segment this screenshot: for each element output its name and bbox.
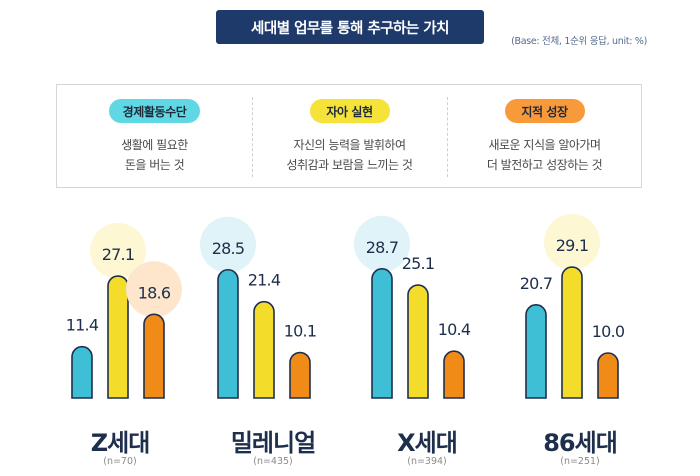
category-label-x: X세대 (397, 429, 458, 457)
legend-desc-self-line2: 성취감과 보람을 느끼는 것 (286, 158, 413, 172)
bar-growth (289, 351, 311, 399)
legend-desc-economic-line2: 돈을 버는 것 (124, 158, 185, 172)
category-n-x: (n=394) (407, 456, 447, 467)
highlight-halo (544, 214, 600, 271)
bar-economic (371, 268, 393, 399)
legend-item-growth: 지적 성장 새로운 지식을 알아가며 더 발전하고 성장하는 것 (447, 85, 642, 187)
value-label-growth: 10.1 (284, 322, 316, 341)
category-n-z: (n=70) (103, 456, 137, 467)
value-label-economic: 20.7 (520, 274, 552, 293)
highlight-halo (90, 223, 146, 280)
category-label-millennial: 밀레니얼 (230, 429, 316, 457)
legend-divider (447, 97, 448, 177)
legend-item-economic: 경제활동수단 생활에 필요한 돈을 버는 것 (57, 85, 252, 187)
bar-self (561, 266, 583, 399)
value-label-economic: 11.4 (66, 316, 99, 335)
category-n-millennial: (n=435) (253, 456, 293, 467)
value-label-self: 25.1 (402, 254, 434, 273)
value-label-growth: 10.0 (592, 322, 625, 341)
legend-item-self: 자아 실현 자신의 능력을 발휘하여 성취감과 보람을 느끼는 것 (252, 85, 447, 187)
legend-desc-self-line1: 자신의 능력을 발휘하여 (293, 138, 406, 152)
value-label-growth: 18.6 (138, 283, 171, 302)
legend-desc-growth-line2: 더 발전하고 성장하는 것 (486, 158, 603, 172)
bar-growth (597, 352, 619, 399)
category-label-z: Z세대 (90, 429, 151, 457)
bar-economic (217, 268, 239, 399)
bar-self (107, 275, 129, 399)
legend-desc-economic-line1: 생활에 필요한 (121, 138, 188, 152)
highlight-halo (354, 215, 410, 272)
category-label-86: 86세대 (543, 429, 618, 457)
legend-pill-self: 자아 실현 (309, 99, 390, 123)
value-label-economic: 28.7 (366, 238, 398, 257)
value-label-self: 21.4 (248, 271, 281, 290)
category-n-86: (n=251) (560, 456, 600, 467)
value-label-economic: 28.5 (212, 239, 244, 258)
page-title: 세대별 업무를 통해 추구하는 가치 (216, 10, 484, 44)
legend-pill-economic: 경제활동수단 (108, 99, 201, 123)
legend-divider (252, 97, 253, 177)
bar-self (407, 284, 429, 399)
legend-desc-growth-line1: 새로운 지식을 알아가며 (488, 138, 601, 152)
highlight-halo (200, 216, 256, 273)
value-label-self: 27.1 (102, 245, 134, 264)
bar-economic (525, 304, 547, 399)
bar-growth (443, 350, 465, 399)
legend-pill-growth: 지적 성장 (504, 99, 585, 123)
legend-panel: 경제활동수단 생활에 필요한 돈을 버는 것 자아 실현 자신의 능력을 발휘하… (56, 84, 642, 188)
bar-economic (71, 345, 93, 399)
value-label-growth: 10.4 (438, 320, 471, 339)
value-label-self: 29.1 (556, 236, 588, 255)
legend-desc-self: 자신의 능력을 발휘하여 성취감과 보람을 느끼는 것 (287, 135, 413, 175)
bar-growth (143, 313, 165, 399)
bar-self (253, 300, 275, 399)
legend-desc-growth: 새로운 지식을 알아가며 더 발전하고 성장하는 것 (486, 135, 603, 175)
base-note: (Base: 전체, 1순위 응답, unit: %) (511, 36, 647, 47)
legend-desc-economic: 생활에 필요한 돈을 버는 것 (121, 135, 188, 175)
highlight-halo (126, 261, 182, 318)
